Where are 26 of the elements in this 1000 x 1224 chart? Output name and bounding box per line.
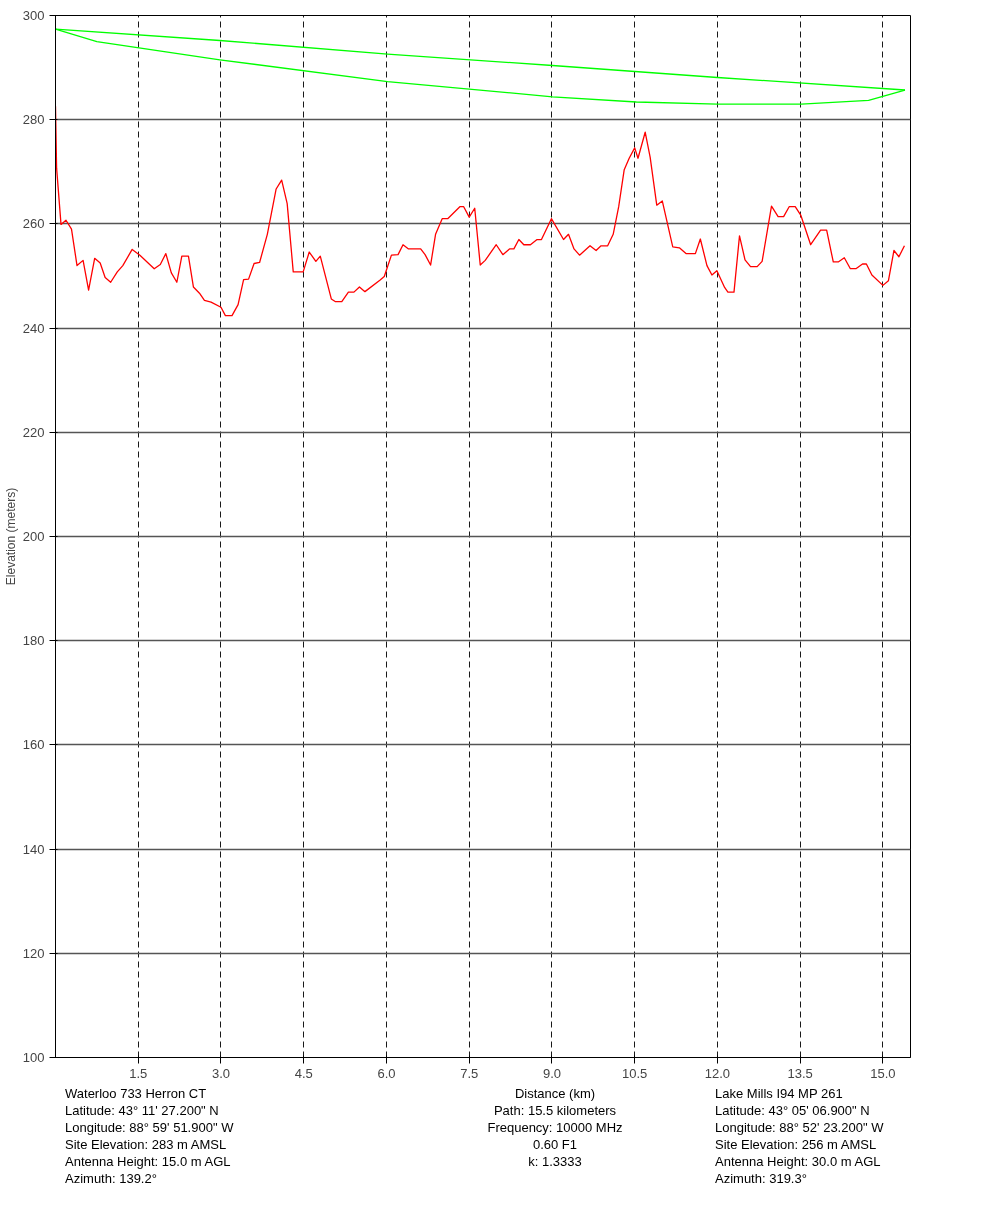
x-tick-label: 7.5 xyxy=(460,1065,479,1081)
y-axis-title: Elevation (meters) xyxy=(3,487,18,586)
x-tick-label: 9.0 xyxy=(542,1065,561,1081)
x-tick-label: 4.5 xyxy=(294,1065,313,1081)
x-tick-label: 1.5 xyxy=(129,1065,148,1081)
x-tick-label: 3.0 xyxy=(211,1065,231,1081)
text: Waterloo 733 Herron CT Latitude: 43° 11' 27.200" N Longitude: 88° 59' 51.900" W Site Elevation: 283 m AMSL Antenna Height: 15.0 m AGL Azimuth: 139.2° xyxy=(65,1085,235,1187)
y-tick-label: 300 xyxy=(22,8,45,23)
y-tick-label: 200 xyxy=(22,529,45,544)
x-tick-label: 15.0 xyxy=(870,1065,896,1081)
x-tick-label: 6.0 xyxy=(377,1065,396,1081)
y-tick-label: 160 xyxy=(22,737,45,753)
text: Path: 15.5 kilometers Frequency: 10000 MHz 0.60 F1 k: 1.3333 xyxy=(487,1103,623,1169)
y-tick-label: 140 xyxy=(22,841,45,857)
y-tick-label: 100 xyxy=(22,1050,45,1065)
x-axis-title: Distance (km) xyxy=(514,1086,596,1101)
x-tick-label: 13.5 xyxy=(787,1065,813,1081)
x-tick-label: 12.0 xyxy=(704,1065,731,1081)
y-tick-label: 280 xyxy=(22,112,45,128)
x-tick-label: 10.5 xyxy=(622,1065,648,1081)
y-tick-label: 180 xyxy=(22,633,45,649)
y-tick-label: 240 xyxy=(22,320,45,336)
y-tick-label: 220 xyxy=(22,424,45,440)
text: Lake Mills I94 MP 261 Latitude: 43° 05' 06.900" N Longitude: 88° 52' 23.200" W Site Elevation: 256 m AMSL Antenna Height: 30.0 m AGL Azimuth: 319.3° xyxy=(715,1085,885,1187)
y-tick-label: 260 xyxy=(22,216,45,232)
y-tick-label: 120 xyxy=(22,945,45,961)
